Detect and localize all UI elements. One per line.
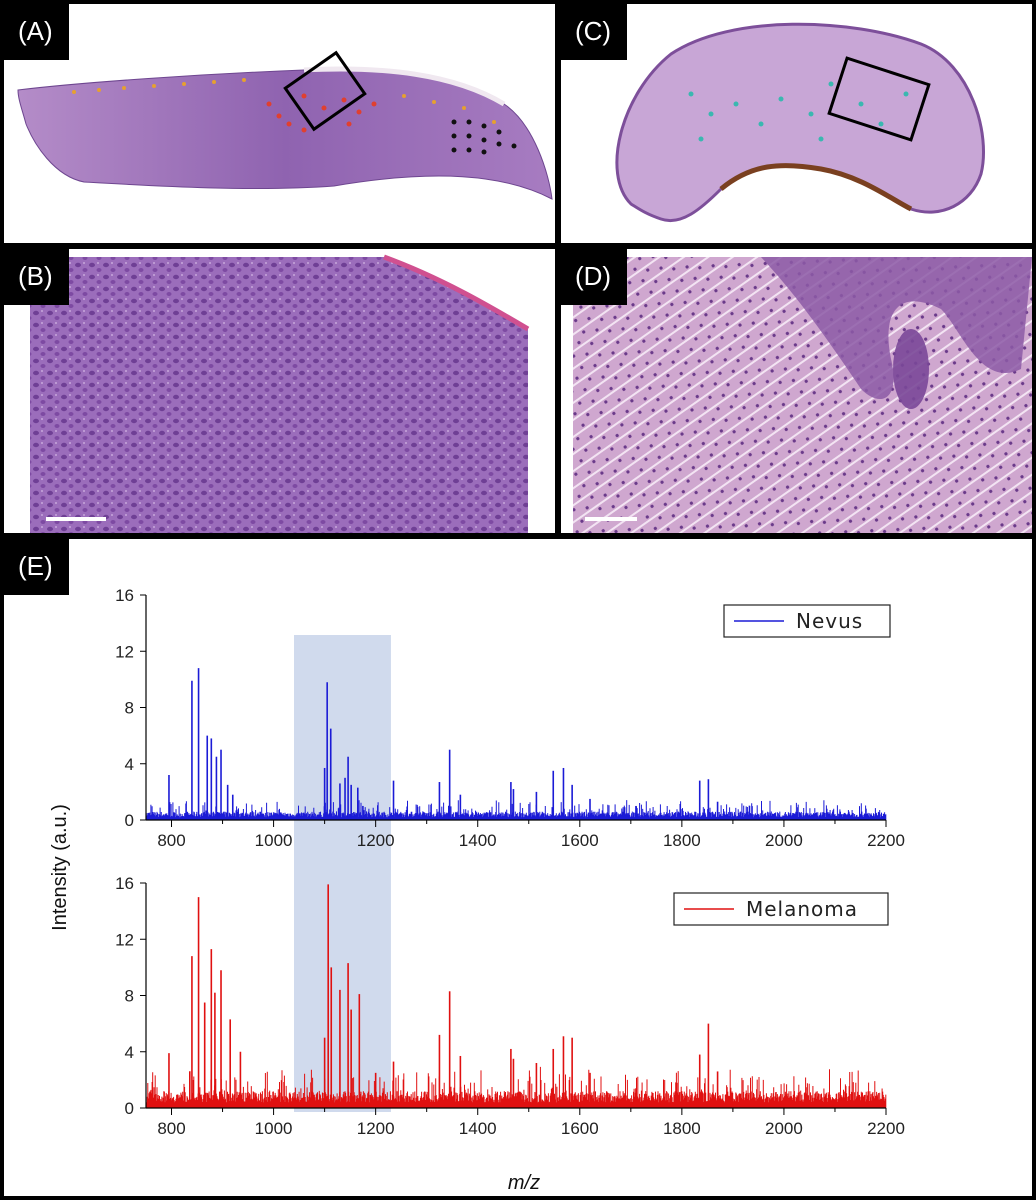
- melanoma-ytick-label-0: 0: [125, 1099, 134, 1118]
- melanoma-xtick-label-2200: 2200: [867, 1119, 905, 1138]
- melanoma-ytick-label-4: 4: [125, 1043, 134, 1062]
- panel-a: (A): [4, 4, 555, 243]
- nevus-xtick-label-1600: 1600: [561, 831, 599, 850]
- nevus-legend-label: Nevus: [796, 609, 863, 633]
- nevus-xtick-label-2000: 2000: [765, 831, 803, 850]
- melanoma-xtick-label-1200: 1200: [357, 1119, 395, 1138]
- x-axis-title: m/z: [508, 1172, 540, 1194]
- melanoma-ytick-label-16: 16: [115, 874, 134, 893]
- histology-zoom-b-image: [30, 254, 530, 533]
- melanoma-xtick-label-800: 800: [157, 1119, 185, 1138]
- nevus-xtick-label-1400: 1400: [459, 831, 497, 850]
- nevus-ytick-label-12: 12: [115, 642, 134, 661]
- nevus-peaks: [168, 668, 841, 820]
- melanoma-ytick-label-8: 8: [125, 987, 134, 1006]
- nevus-xtick-label-1800: 1800: [663, 831, 701, 850]
- nevus-xtick-label-2200: 2200: [867, 831, 905, 850]
- panel-b: (B): [4, 249, 555, 533]
- nevus-legend-box: [723, 604, 891, 638]
- panel-label-a: (A): [4, 4, 69, 60]
- melanoma-xtick-label-1600: 1600: [561, 1119, 599, 1138]
- tissue-section-c-image: [615, 22, 985, 222]
- panel-label-c: (C): [561, 4, 628, 60]
- y-axis-title: Intensity (a.u.): [49, 804, 71, 931]
- melanoma-ytick-label-12: 12: [115, 930, 134, 949]
- nevus-ytick-label-16: 16: [115, 586, 134, 605]
- melanoma-legend: Melanoma: [673, 892, 889, 926]
- melanoma-peaks: [168, 884, 841, 1108]
- melanoma-xtick-label-1000: 1000: [255, 1119, 293, 1138]
- nevus-ytick-label-4: 4: [125, 755, 134, 774]
- panel-e: (E) 0 4 8 12 16 800 1000 1200 1400 1600 1800 2000 22…: [4, 539, 1032, 1196]
- panel-c: (C): [561, 4, 1032, 243]
- panel-label-b: (B): [4, 249, 69, 305]
- nevus-xtick-label-800: 800: [157, 831, 185, 850]
- histology-zoom-d-image: [573, 257, 1032, 533]
- nevus-xtick-label-1200: 1200: [357, 831, 395, 850]
- melanoma-xtick-label-1800: 1800: [663, 1119, 701, 1138]
- nevus-xtick-label-1000: 1000: [255, 831, 293, 850]
- nevus-legend: Nevus: [723, 604, 891, 638]
- melanoma-xtick-label-2000: 2000: [765, 1119, 803, 1138]
- nevus-ytick-label-0: 0: [125, 811, 134, 830]
- panel-label-e: (E): [4, 539, 69, 595]
- mass-spectra-chart: 0 4 8 12 16 800 1000 1200 1400 1600 1800 2000 2200 Ne…: [49, 586, 905, 1194]
- melanoma-legend-label: Melanoma: [746, 897, 858, 921]
- tissue-section-a-image: [17, 50, 553, 200]
- nevus-noise-series: [145, 800, 887, 820]
- panel-d: (D): [561, 249, 1032, 533]
- panel-label-d: (D): [561, 249, 628, 305]
- melanoma-noise-series: [145, 1066, 887, 1108]
- nevus-ytick-label-8: 8: [125, 699, 134, 718]
- melanoma-xtick-label-1400: 1400: [459, 1119, 497, 1138]
- highlight-band: [294, 635, 391, 1112]
